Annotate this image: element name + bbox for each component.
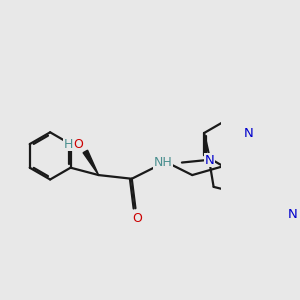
Text: H: H [64,138,73,151]
Text: N: N [205,154,215,167]
Text: O: O [132,212,142,225]
Text: O: O [73,138,83,151]
Text: N: N [288,208,298,221]
Polygon shape [83,150,99,175]
Text: NH: NH [153,156,172,169]
Text: N: N [243,127,253,140]
